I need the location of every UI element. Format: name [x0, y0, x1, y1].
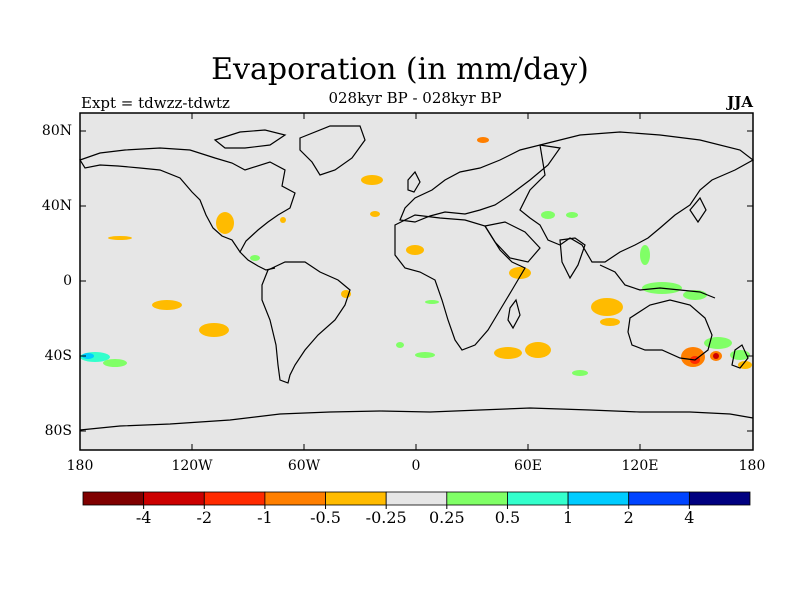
patch-southern-ocean	[572, 370, 588, 376]
patch-south-indian-2	[525, 342, 551, 358]
patch-caribbean	[250, 255, 260, 261]
coastlines	[79, 125, 755, 431]
patch-se-pacific	[199, 323, 229, 337]
coast-arctic-islands	[213, 129, 287, 149]
coast-australia	[627, 299, 713, 361]
coast-africa	[394, 214, 526, 351]
coast-south-america	[261, 261, 351, 384]
colorbar-ticks	[143, 505, 690, 509]
colorbar-box	[82, 491, 145, 506]
coast-arabia	[484, 221, 541, 263]
patch-iran	[541, 211, 555, 219]
lat-tick-label: 80N	[41, 123, 72, 139]
coast-japan	[689, 196, 707, 224]
colorbar-label: 1	[562, 508, 574, 527]
colorbar-box	[143, 491, 205, 506]
lat-tick-label: 40N	[41, 198, 72, 214]
patch-bass-strait-core	[713, 353, 719, 359]
colorbar	[82, 491, 751, 506]
colorbar-label: 0.5	[494, 508, 521, 527]
colorbar-box	[446, 491, 508, 506]
plot-subtitle: 028kyr BP - 028kyr BP	[328, 89, 502, 107]
map-background	[80, 113, 753, 450]
patch-south-atlantic	[415, 352, 435, 358]
coast-north-america	[79, 147, 296, 254]
colorbar-box	[264, 491, 326, 506]
season-label: JJA	[727, 93, 753, 111]
colorbar-label: -0.5	[310, 508, 341, 527]
lon-tick-label: 120E	[621, 458, 659, 474]
patch-north-atlantic	[361, 175, 383, 185]
colorbar-box	[507, 491, 569, 506]
lat-tick-label: 80S	[44, 423, 72, 439]
coast-asia	[519, 131, 755, 263]
patch-philippines	[640, 245, 650, 265]
colorbar-box	[688, 491, 751, 506]
coast-indonesia	[599, 264, 716, 299]
coast-madagascar	[507, 298, 521, 330]
coast-antarctica	[79, 407, 754, 431]
lon-tick-label: 120W	[171, 458, 213, 474]
colorbar-box	[567, 491, 630, 506]
plot-title: Evaporation (in mm/day)	[211, 52, 589, 87]
patch-west-africa	[406, 245, 424, 255]
patch-scandinavia	[477, 137, 489, 143]
coast-india	[559, 237, 586, 280]
lat-tick-label: 40S	[44, 348, 72, 364]
patch-arabian-sea	[509, 267, 531, 279]
patch-south-pacific	[152, 300, 182, 310]
patch-north-pacific	[108, 236, 132, 240]
patch-south-indian-1	[494, 347, 522, 359]
colorbar-label: -4	[135, 508, 152, 527]
coast-uk	[407, 170, 421, 193]
patch-central-asia	[566, 212, 578, 218]
patch-indian-ocean-2	[600, 318, 620, 326]
patch-east-indian-ocean	[591, 298, 623, 316]
patch-far-south-pacific-core	[82, 353, 94, 359]
lon-tick-label: 0	[411, 458, 421, 474]
patch-azores	[370, 211, 380, 217]
colorbar-label: -2	[196, 508, 213, 527]
coast-europe	[399, 144, 562, 223]
patch-south-atlantic-2	[396, 342, 404, 348]
lon-tick-label: 180	[66, 458, 94, 474]
colorbar-label: 0.25	[429, 508, 465, 527]
lon-tick-label: 180	[738, 458, 766, 474]
lon-tick-label: 60W	[287, 458, 321, 474]
colorbar-label: -0.25	[365, 508, 407, 527]
experiment-label: Expt = tdwzz-tdwtz	[81, 94, 230, 112]
coast-new-zealand	[731, 344, 749, 369]
patch-far-south-pacific-2	[103, 359, 127, 367]
patch-gulf-stream	[280, 217, 286, 223]
colorbar-label: 4	[684, 508, 695, 527]
lon-tick-label: 60E	[513, 458, 543, 474]
colorbar-box	[325, 491, 387, 506]
colorbar-box	[628, 491, 690, 506]
coast-greenland	[299, 125, 366, 176]
colorbar-label: 2	[623, 508, 634, 527]
lat-tick-label: 0	[63, 273, 72, 289]
patch-angola	[425, 300, 439, 304]
colorbar-label: -1	[257, 508, 273, 527]
colorbar-box	[385, 491, 448, 506]
tick-marks	[80, 113, 753, 450]
patch-mexico	[216, 212, 234, 234]
colorbar-box	[203, 491, 266, 506]
